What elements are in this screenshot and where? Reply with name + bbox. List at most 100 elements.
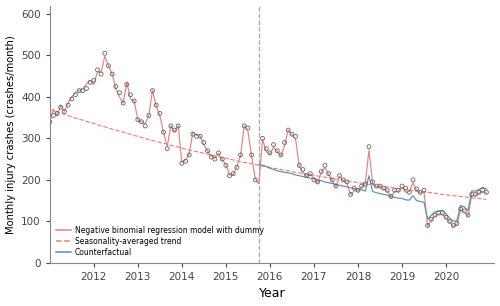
- Point: [226, 173, 234, 178]
- Point: [332, 184, 340, 188]
- Point: [409, 177, 417, 182]
- Point: [94, 67, 102, 72]
- Point: [101, 51, 109, 56]
- Point: [240, 123, 248, 128]
- Point: [236, 152, 244, 157]
- Point: [104, 63, 112, 68]
- Point: [434, 211, 442, 215]
- Point: [75, 88, 83, 93]
- Point: [200, 140, 208, 145]
- Point: [204, 148, 212, 153]
- Point: [346, 192, 354, 197]
- Point: [296, 163, 304, 168]
- Point: [79, 88, 87, 93]
- Point: [280, 140, 288, 145]
- Point: [152, 103, 160, 108]
- Point: [46, 119, 54, 124]
- Point: [214, 151, 222, 155]
- Point: [156, 111, 164, 116]
- Point: [192, 134, 200, 139]
- Point: [60, 109, 68, 114]
- Point: [328, 177, 336, 182]
- Legend: Negative binomial regression model with dummy, Seasonality-averaged trend, Count: Negative binomial regression model with …: [54, 224, 266, 259]
- Point: [163, 146, 171, 151]
- Point: [244, 125, 252, 130]
- Point: [134, 117, 142, 122]
- Point: [464, 213, 472, 218]
- Point: [207, 155, 215, 159]
- Point: [390, 188, 398, 193]
- Point: [372, 184, 380, 188]
- Point: [57, 105, 65, 110]
- Point: [428, 217, 436, 222]
- Point: [456, 207, 464, 211]
- Point: [288, 132, 296, 137]
- Point: [324, 171, 332, 176]
- Point: [229, 171, 237, 176]
- Point: [258, 136, 266, 141]
- Point: [284, 128, 292, 132]
- Point: [178, 161, 186, 166]
- Point: [468, 192, 475, 197]
- Point: [277, 152, 285, 157]
- Point: [64, 103, 72, 108]
- Point: [189, 132, 197, 137]
- Point: [218, 157, 226, 162]
- Point: [126, 92, 134, 97]
- Point: [412, 187, 420, 192]
- Point: [72, 92, 80, 97]
- Point: [402, 186, 409, 191]
- Point: [314, 180, 322, 185]
- Point: [68, 96, 76, 101]
- Point: [82, 86, 90, 91]
- Point: [222, 163, 230, 168]
- Point: [310, 177, 318, 182]
- Point: [145, 113, 153, 118]
- Point: [343, 180, 351, 185]
- Point: [170, 128, 178, 132]
- Point: [424, 223, 432, 228]
- Point: [394, 188, 402, 193]
- Point: [358, 184, 366, 188]
- Point: [86, 80, 94, 85]
- Point: [108, 72, 116, 76]
- Point: [336, 173, 344, 178]
- Point: [446, 219, 454, 224]
- Point: [233, 165, 241, 170]
- Point: [112, 84, 120, 89]
- Point: [472, 192, 480, 197]
- Point: [350, 186, 358, 191]
- Point: [362, 181, 370, 186]
- Point: [148, 88, 156, 93]
- Point: [438, 211, 446, 215]
- Point: [380, 186, 388, 191]
- Point: [460, 208, 468, 213]
- Point: [306, 171, 314, 176]
- Point: [340, 177, 347, 182]
- Point: [262, 146, 270, 151]
- Point: [416, 190, 424, 195]
- Point: [387, 194, 395, 199]
- Point: [211, 157, 219, 162]
- Point: [119, 101, 127, 106]
- Point: [398, 184, 406, 188]
- Point: [123, 82, 131, 87]
- Point: [196, 134, 204, 139]
- Point: [182, 159, 190, 164]
- Point: [365, 144, 373, 149]
- Point: [116, 90, 124, 95]
- Point: [274, 148, 281, 153]
- Point: [321, 163, 329, 168]
- Point: [174, 123, 182, 128]
- Point: [318, 169, 326, 174]
- Point: [270, 142, 278, 147]
- Point: [141, 123, 149, 128]
- Point: [251, 177, 259, 182]
- Point: [384, 188, 392, 193]
- Point: [453, 221, 461, 226]
- Y-axis label: Monthly injury crashes (crashes/month): Monthly injury crashes (crashes/month): [6, 35, 16, 233]
- Point: [354, 188, 362, 193]
- Point: [420, 188, 428, 193]
- Point: [475, 190, 483, 195]
- Point: [450, 223, 458, 228]
